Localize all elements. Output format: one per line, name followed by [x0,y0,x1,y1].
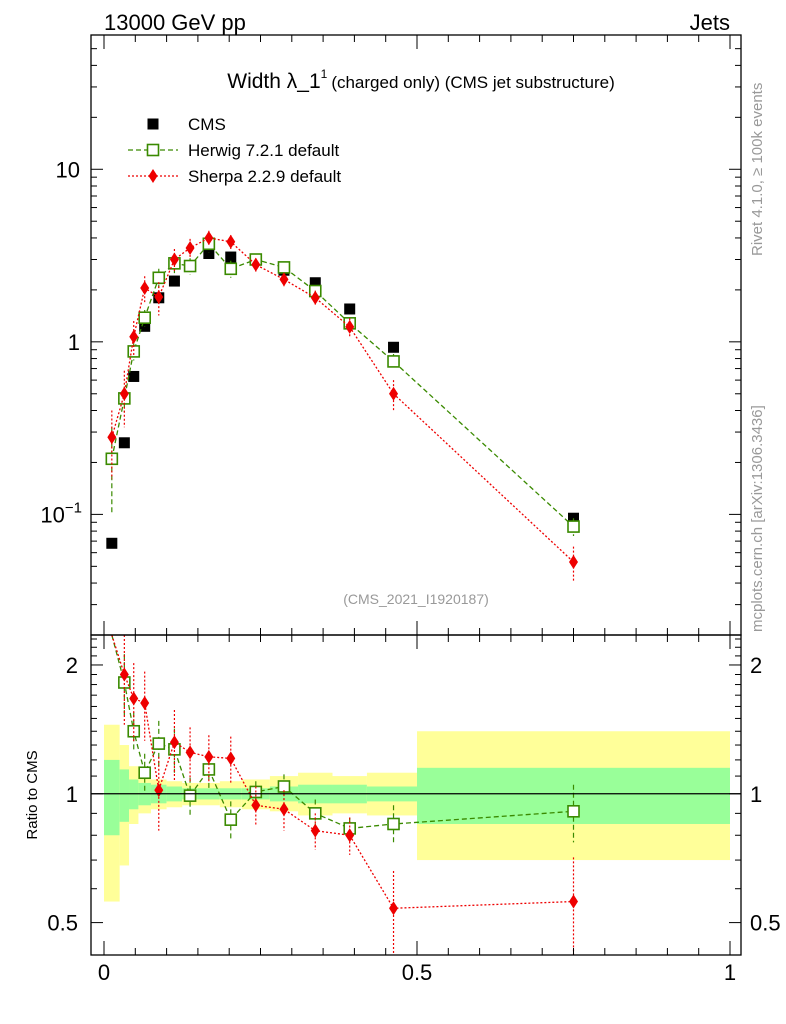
sherpa-point-1 [119,386,129,401]
ratio-y-tick-label-right-2: 2 [750,653,762,678]
legend-label-herwig: Herwig 7.2.1 default [188,141,339,160]
sherpa-ratio-point-13 [389,901,399,916]
herwig-ratio-point-3 [138,766,151,780]
analysis-reference: (CMS_2021_I1920187) [343,591,489,607]
herwig-ratio-line [111,634,574,830]
ratio-y-tick-label-right-1: 1 [750,782,762,807]
cms-point-1 [118,437,130,449]
sherpa-point-14 [569,554,578,569]
rivet-label: Rivet 4.1.0, ≥ 100k events [749,83,766,256]
sherpa-ratio-point-10 [279,802,289,817]
cms-point-13 [388,341,400,353]
sherpa-point-6 [185,240,195,255]
sherpa-ratio-point-5 [169,735,179,750]
ratio-y-tick-label-left-1: 1 [66,782,78,807]
main-y-tick-label-1: 1 [68,330,80,355]
legend: CMS Herwig 7.2.1 default Sherpa 2.2.9 defa… [128,115,341,186]
sherpa-point-0 [107,430,117,445]
herwig-main-line [111,242,574,528]
ratio-y-tick-label-left-2: 2 [66,653,78,678]
ratio-frame [90,634,742,956]
band-inner-0 [104,759,120,836]
legend-marker-herwig [146,143,160,157]
sherpa-ratio-point-3 [140,695,150,710]
cms-point-8 [225,251,237,263]
legend-marker-sherpa [148,169,158,183]
chart-title: Width λ_11 (charged only) (CMS jet substr… [227,67,615,93]
header-right: Jets [690,10,730,35]
legend-marker-cms [147,118,159,130]
sherpa-ratio-point-2 [129,691,139,706]
herwig-point-6 [183,259,197,273]
herwig-point-13 [387,355,400,368]
mcplots-label: mcplots.cern.ch [arXiv:1306.3436] [749,405,766,632]
sherpa-point-11 [310,290,320,305]
sherpa-ratio-point-14 [569,894,578,909]
herwig-point-8 [224,262,238,276]
herwig-ratio-point-14 [567,805,580,818]
herwig-ratio-point-4 [152,737,166,750]
herwig-point-4 [152,271,166,285]
herwig-ratio-point-6 [183,789,197,802]
sherpa-ratio-point-7 [204,749,214,764]
sherpa-ratio-point-1 [119,667,129,682]
sherpa-point-3 [140,281,150,296]
ratio-bands [104,724,730,902]
sherpa-point-10 [279,272,289,287]
ratio-y-tick-label-left-0: 0.5 [47,911,78,936]
herwig-ratio-point-7 [202,763,216,776]
herwig-point-2 [127,345,141,358]
sherpa-point-4 [154,289,164,304]
sherpa-point-12 [345,319,355,334]
series-cms [106,248,579,549]
legend-label-sherpa: Sherpa 2.2.9 default [188,167,341,186]
herwig-ratio-point-13 [387,817,400,831]
herwig-ratio-point-8 [224,813,238,826]
cms-point-0 [106,537,118,549]
band-inner-1 [119,769,130,822]
sherpa-point-5 [169,252,179,267]
sherpa-point-8 [226,234,236,249]
sherpa-point-2 [129,329,139,344]
herwig-point-10 [277,261,291,274]
series-layer [105,230,580,955]
sherpa-ratio-line [111,634,574,909]
sherpa-point-7 [204,230,214,245]
ratio-y-tick-label-right-0: 0.5 [750,911,781,936]
main-y-tick-label-2: 10−1 [40,499,82,527]
x-tick-label-1: 0.5 [402,960,433,985]
cms-point-12 [344,303,356,315]
cms-point-11 [309,277,321,289]
cms-point-2 [128,370,140,382]
herwig-point-3 [138,311,151,324]
sherpa-ratio-point-12 [345,828,355,843]
sherpa-ratio-point-11 [310,823,320,838]
series-sherpa [107,230,578,955]
sherpa-point-13 [389,386,399,401]
x-tick-label-0: 0 [98,960,110,985]
legend-label-cms: CMS [188,115,226,134]
ratio-ylabel: Ratio to CMS [24,750,41,839]
header-left: 13000 GeV pp [104,10,246,35]
sherpa-point-9 [251,257,261,272]
sherpa-main-line [111,237,574,563]
sherpa-ratio-point-9 [251,798,261,813]
cms-point-7 [203,248,215,260]
herwig-point-14 [567,520,580,533]
main-y-tick-label-0: 10 [56,157,80,182]
cms-point-5 [168,275,180,287]
sherpa-ratio-point-6 [185,745,195,760]
x-tick-label-2: 1 [724,960,736,985]
sherpa-ratio-point-8 [226,751,236,766]
